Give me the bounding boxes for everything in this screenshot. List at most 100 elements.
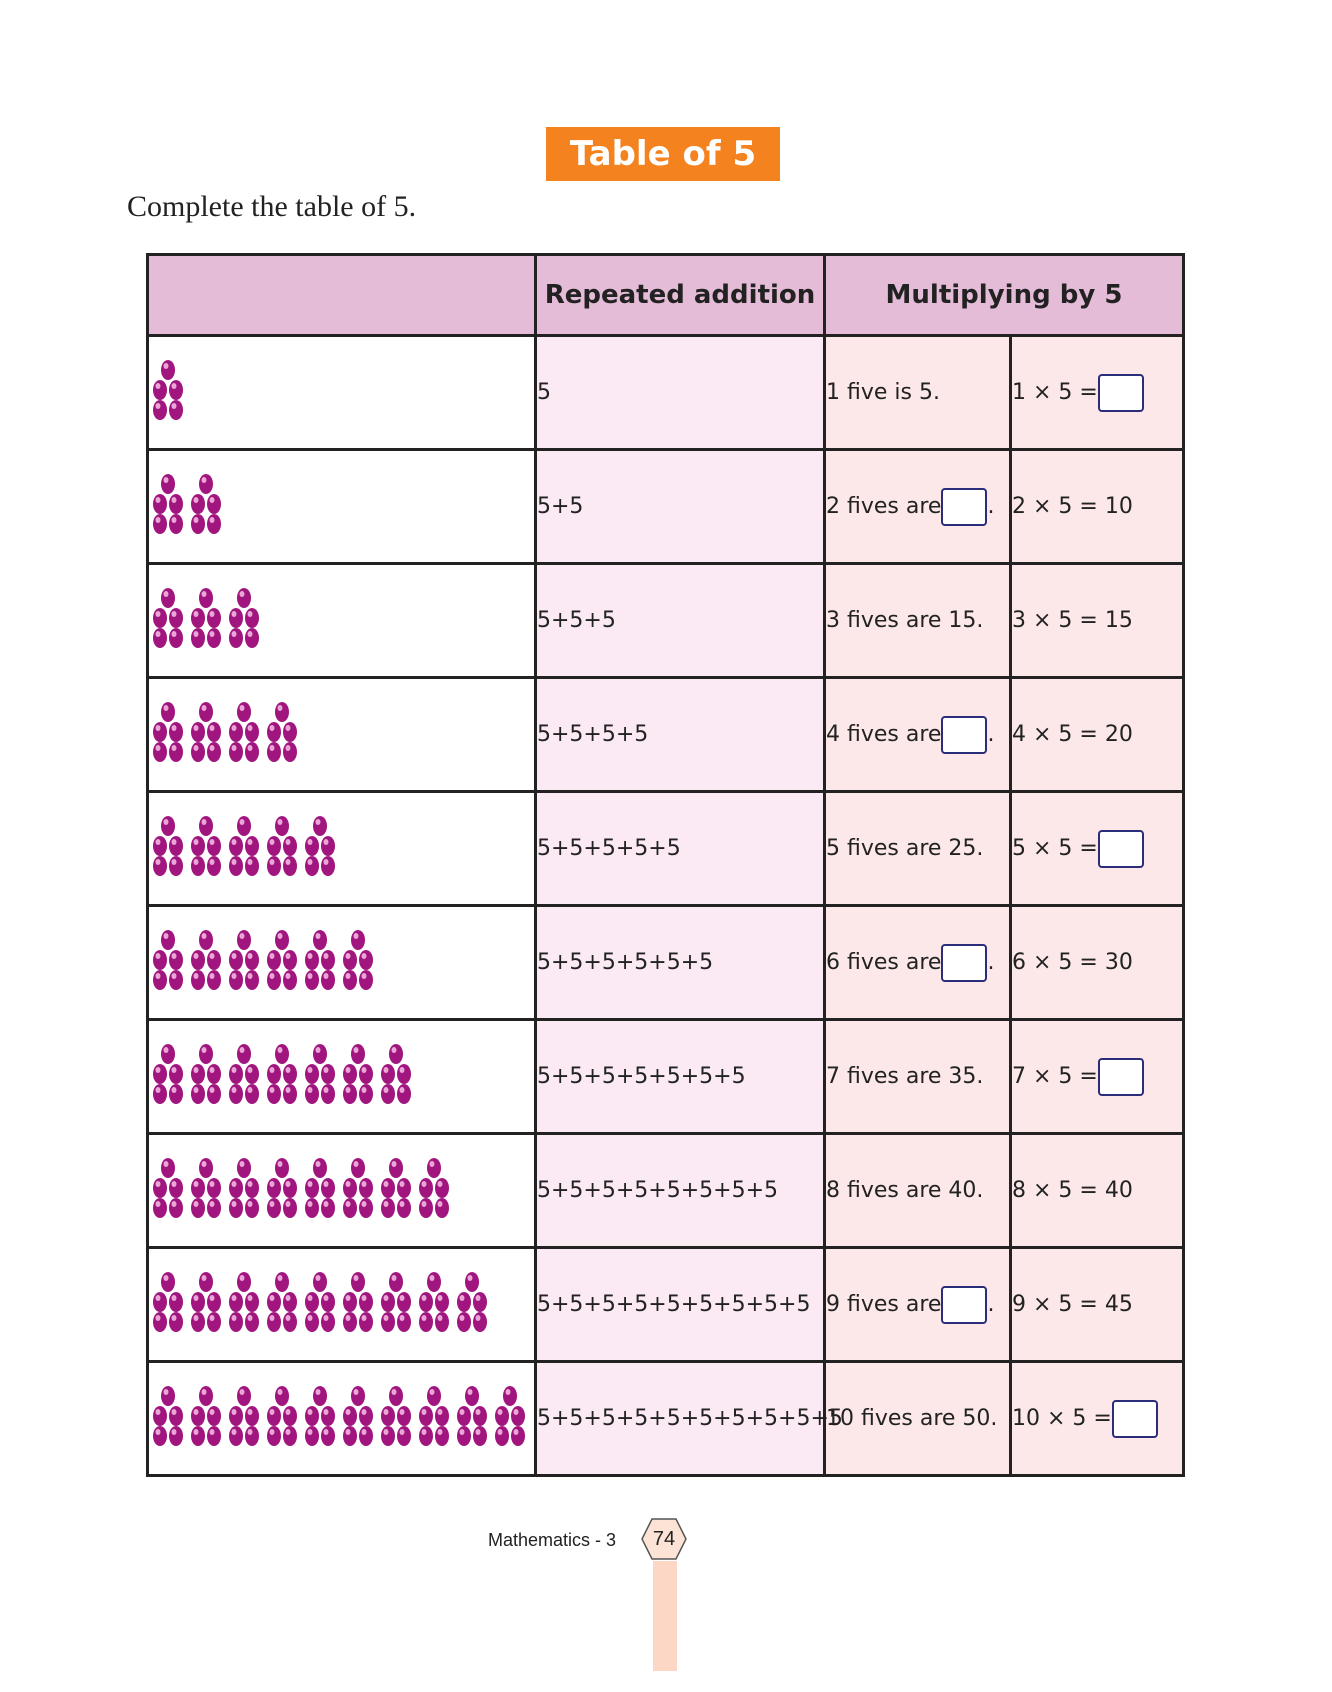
bead-group-icon	[153, 473, 183, 534]
bead-icon	[191, 513, 205, 534]
table-of-5: Repeated addition Multiplying by 5 5 1 fi…	[146, 253, 1185, 1477]
bead-shine	[209, 838, 215, 845]
fives-words-text: 2 fives are	[826, 493, 942, 519]
bead-shine	[459, 1408, 465, 1415]
bead-shine	[239, 932, 245, 939]
bead-shine	[163, 1274, 169, 1281]
bead-groups	[149, 472, 534, 542]
bead-icon	[321, 1177, 335, 1198]
bead-group-icon	[305, 1385, 335, 1446]
bead-shine	[171, 630, 177, 637]
bead-icon	[191, 1063, 205, 1084]
bead-shine	[239, 818, 245, 825]
bead-icon	[321, 949, 335, 970]
bead-icon	[305, 1063, 319, 1084]
bead-icon	[169, 721, 183, 742]
bead-icon	[495, 1425, 509, 1446]
bead-icon	[161, 1043, 175, 1064]
bead-shine	[399, 1428, 405, 1435]
bead-shine	[277, 704, 283, 711]
fives-answer-box[interactable]	[941, 943, 988, 982]
bead-shine	[269, 1294, 275, 1301]
bead-shine	[201, 476, 207, 483]
bead-shine	[361, 1294, 367, 1301]
bead-shine	[277, 1046, 283, 1053]
repeated-addition-cell: 5+5+5	[534, 562, 826, 679]
bead-icon	[229, 1291, 243, 1312]
bead-group-icon	[191, 1385, 221, 1446]
bead-icon	[343, 1405, 357, 1426]
bead-icon	[343, 1425, 357, 1446]
bead-icon	[207, 1405, 221, 1426]
bead-shine	[345, 1086, 351, 1093]
bead-shine	[201, 1160, 207, 1167]
repeated-addition-text: 5+5+5+5+5+5+5+5+5	[537, 1292, 811, 1317]
bead-shine	[171, 1086, 177, 1093]
bead-shine	[193, 610, 199, 617]
bead-shine	[269, 1066, 275, 1073]
bead-icon	[229, 741, 243, 762]
bead-icon	[283, 1405, 297, 1426]
bead-icon	[161, 473, 175, 494]
bead-shine	[399, 1200, 405, 1207]
product-answer-box[interactable]	[1111, 1399, 1158, 1438]
bead-icon	[161, 1385, 175, 1406]
bead-icon	[169, 1177, 183, 1198]
fives-answer-box[interactable]	[941, 1285, 988, 1324]
product-answer-box[interactable]	[1097, 1057, 1144, 1096]
bead-icon	[321, 1405, 335, 1426]
bead-picture-cell	[146, 1018, 537, 1135]
bead-shine	[383, 1066, 389, 1073]
bead-icon	[267, 1083, 281, 1104]
bead-icon	[169, 379, 183, 400]
bead-shine	[285, 1180, 291, 1187]
bead-icon	[359, 949, 373, 970]
bead-groups	[149, 700, 534, 770]
bead-icon	[419, 1177, 433, 1198]
product-answer-box[interactable]	[1097, 829, 1144, 868]
fives-words-cell: 7 fives are 35.	[823, 1018, 1012, 1135]
product-answer-box[interactable]	[1097, 373, 1144, 412]
bead-group-icon	[419, 1271, 449, 1332]
bead-shine	[399, 1408, 405, 1415]
bead-shine	[307, 1428, 313, 1435]
bead-icon	[267, 721, 281, 742]
bead-icon	[199, 1271, 213, 1292]
bead-icon	[229, 1177, 243, 1198]
bead-icon	[191, 627, 205, 648]
bead-shine	[315, 1160, 321, 1167]
bead-icon	[169, 835, 183, 856]
bead-group-icon	[305, 929, 335, 990]
bead-icon	[343, 949, 357, 970]
bead-icon	[161, 701, 175, 722]
bead-icon	[191, 969, 205, 990]
bead-icon	[153, 969, 167, 990]
bead-shine	[315, 932, 321, 939]
repeated-addition-cell: 5+5+5+5+5+5+5	[534, 1018, 826, 1135]
bead-icon	[313, 1271, 327, 1292]
bead-picture-cell	[146, 1360, 537, 1477]
bead-icon	[435, 1291, 449, 1312]
fives-answer-box[interactable]	[941, 487, 988, 526]
bead-group-icon	[381, 1271, 411, 1332]
bead-icon	[191, 1197, 205, 1218]
bead-icon	[381, 1291, 395, 1312]
bead-icon	[191, 607, 205, 628]
bead-shine	[193, 516, 199, 523]
fives-answer-box[interactable]	[941, 715, 988, 754]
bead-icon	[207, 1177, 221, 1198]
bead-icon	[283, 1291, 297, 1312]
bead-shine	[285, 744, 291, 751]
bead-icon	[245, 1425, 259, 1446]
bead-icon	[153, 1197, 167, 1218]
bead-icon	[153, 1083, 167, 1104]
bead-icon	[359, 1083, 373, 1104]
bead-icon	[389, 1385, 403, 1406]
bead-group-icon	[153, 815, 183, 876]
bead-shine	[475, 1428, 481, 1435]
bead-shine	[155, 1066, 161, 1073]
bead-group-icon	[419, 1157, 449, 1218]
bead-shine	[193, 1408, 199, 1415]
bead-icon	[381, 1083, 395, 1104]
repeated-addition-text: 5+5+5+5+5+5	[537, 950, 714, 975]
